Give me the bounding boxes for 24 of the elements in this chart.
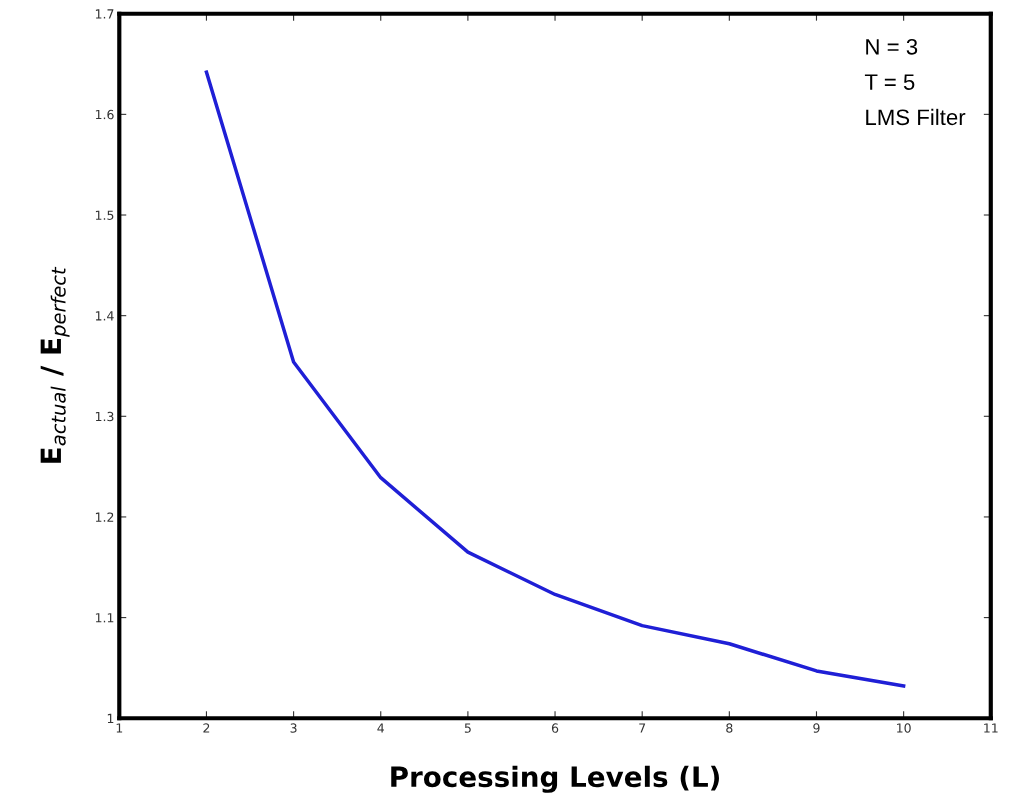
x-tick-label: 3 bbox=[290, 723, 297, 733]
x-tick-label: 2 bbox=[203, 723, 210, 733]
x-tick-label: 1 bbox=[116, 723, 123, 733]
y-axis-title: E$_{actual}$ / E$_{perfect}$ bbox=[40, 266, 70, 463]
x-tick-label: 4 bbox=[377, 723, 385, 733]
y-tick-label: 1.1 bbox=[95, 613, 114, 623]
y-tick-label: 1.5 bbox=[95, 210, 114, 220]
y-tick-label: 1.2 bbox=[95, 512, 114, 522]
x-tick-label: 11 bbox=[984, 723, 998, 733]
y-tick-label: 1 bbox=[107, 713, 114, 723]
y-tick-label: 1.6 bbox=[95, 109, 114, 120]
x-tick-label: 5 bbox=[464, 723, 471, 733]
annotation: N = 3 bbox=[866, 38, 918, 55]
x-tick-label: 7 bbox=[639, 723, 646, 733]
x-tick-label: 8 bbox=[726, 723, 733, 733]
y-tick-label: 1.3 bbox=[95, 411, 114, 422]
y-tick-label: 1.4 bbox=[95, 311, 114, 321]
x-tick-label: 6 bbox=[551, 723, 559, 733]
annotation: LMS Filter bbox=[866, 108, 966, 126]
y-tick-label: 1.7 bbox=[95, 9, 114, 19]
x-axis-title: Processing Levels (L) bbox=[391, 765, 719, 793]
x-tick-label: 9 bbox=[813, 723, 820, 733]
x-tick-label: 10 bbox=[897, 723, 911, 733]
annotation: T = 5 bbox=[864, 74, 915, 90]
